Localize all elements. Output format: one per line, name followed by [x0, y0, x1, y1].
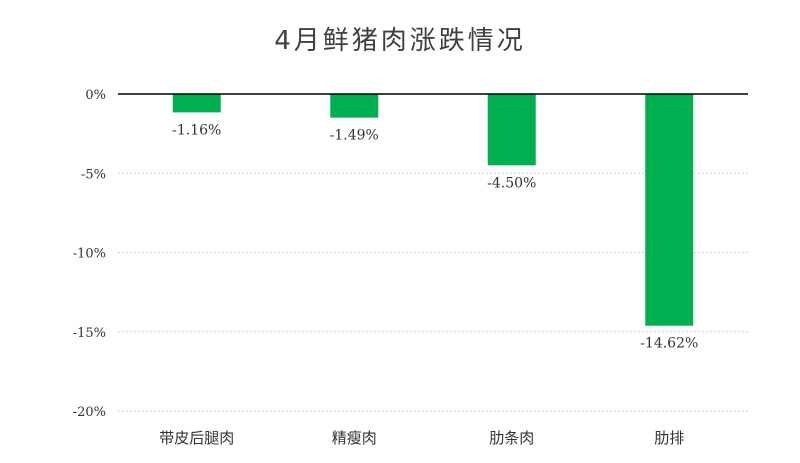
- x-category-label: 肋条肉: [489, 429, 534, 447]
- bar: [172, 94, 221, 113]
- x-axis-categories: 带皮后腿肉 精瘦肉 肋条肉 肋排: [159, 429, 684, 447]
- data-label: -1.49%: [330, 128, 379, 144]
- data-label: -1.16%: [172, 122, 221, 138]
- x-category-label: 肋排: [654, 429, 684, 447]
- chart-title: 4月鲜猪肉涨跌情况: [274, 26, 526, 56]
- bar: [330, 94, 379, 118]
- y-tick-label: -10%: [73, 247, 106, 262]
- data-labels: -1.16% -1.49% -4.50% -14.62%: [172, 122, 698, 351]
- bar: [487, 94, 536, 166]
- bar: [645, 94, 694, 326]
- data-label: -4.50%: [487, 175, 536, 191]
- y-tick-label: -5%: [81, 167, 106, 182]
- y-tick-label: -20%: [73, 405, 106, 420]
- x-category-label: 精瘦肉: [332, 429, 377, 447]
- data-label: -14.62%: [640, 336, 698, 352]
- x-category-label: 带皮后腿肉: [159, 429, 234, 447]
- gridlines: [118, 172, 748, 412]
- y-axis-ticks: 0% -5% -10% -15% -20%: [73, 88, 106, 420]
- bars: [172, 94, 694, 326]
- y-tick-label: 0%: [85, 88, 106, 103]
- y-tick-label: -15%: [73, 326, 106, 341]
